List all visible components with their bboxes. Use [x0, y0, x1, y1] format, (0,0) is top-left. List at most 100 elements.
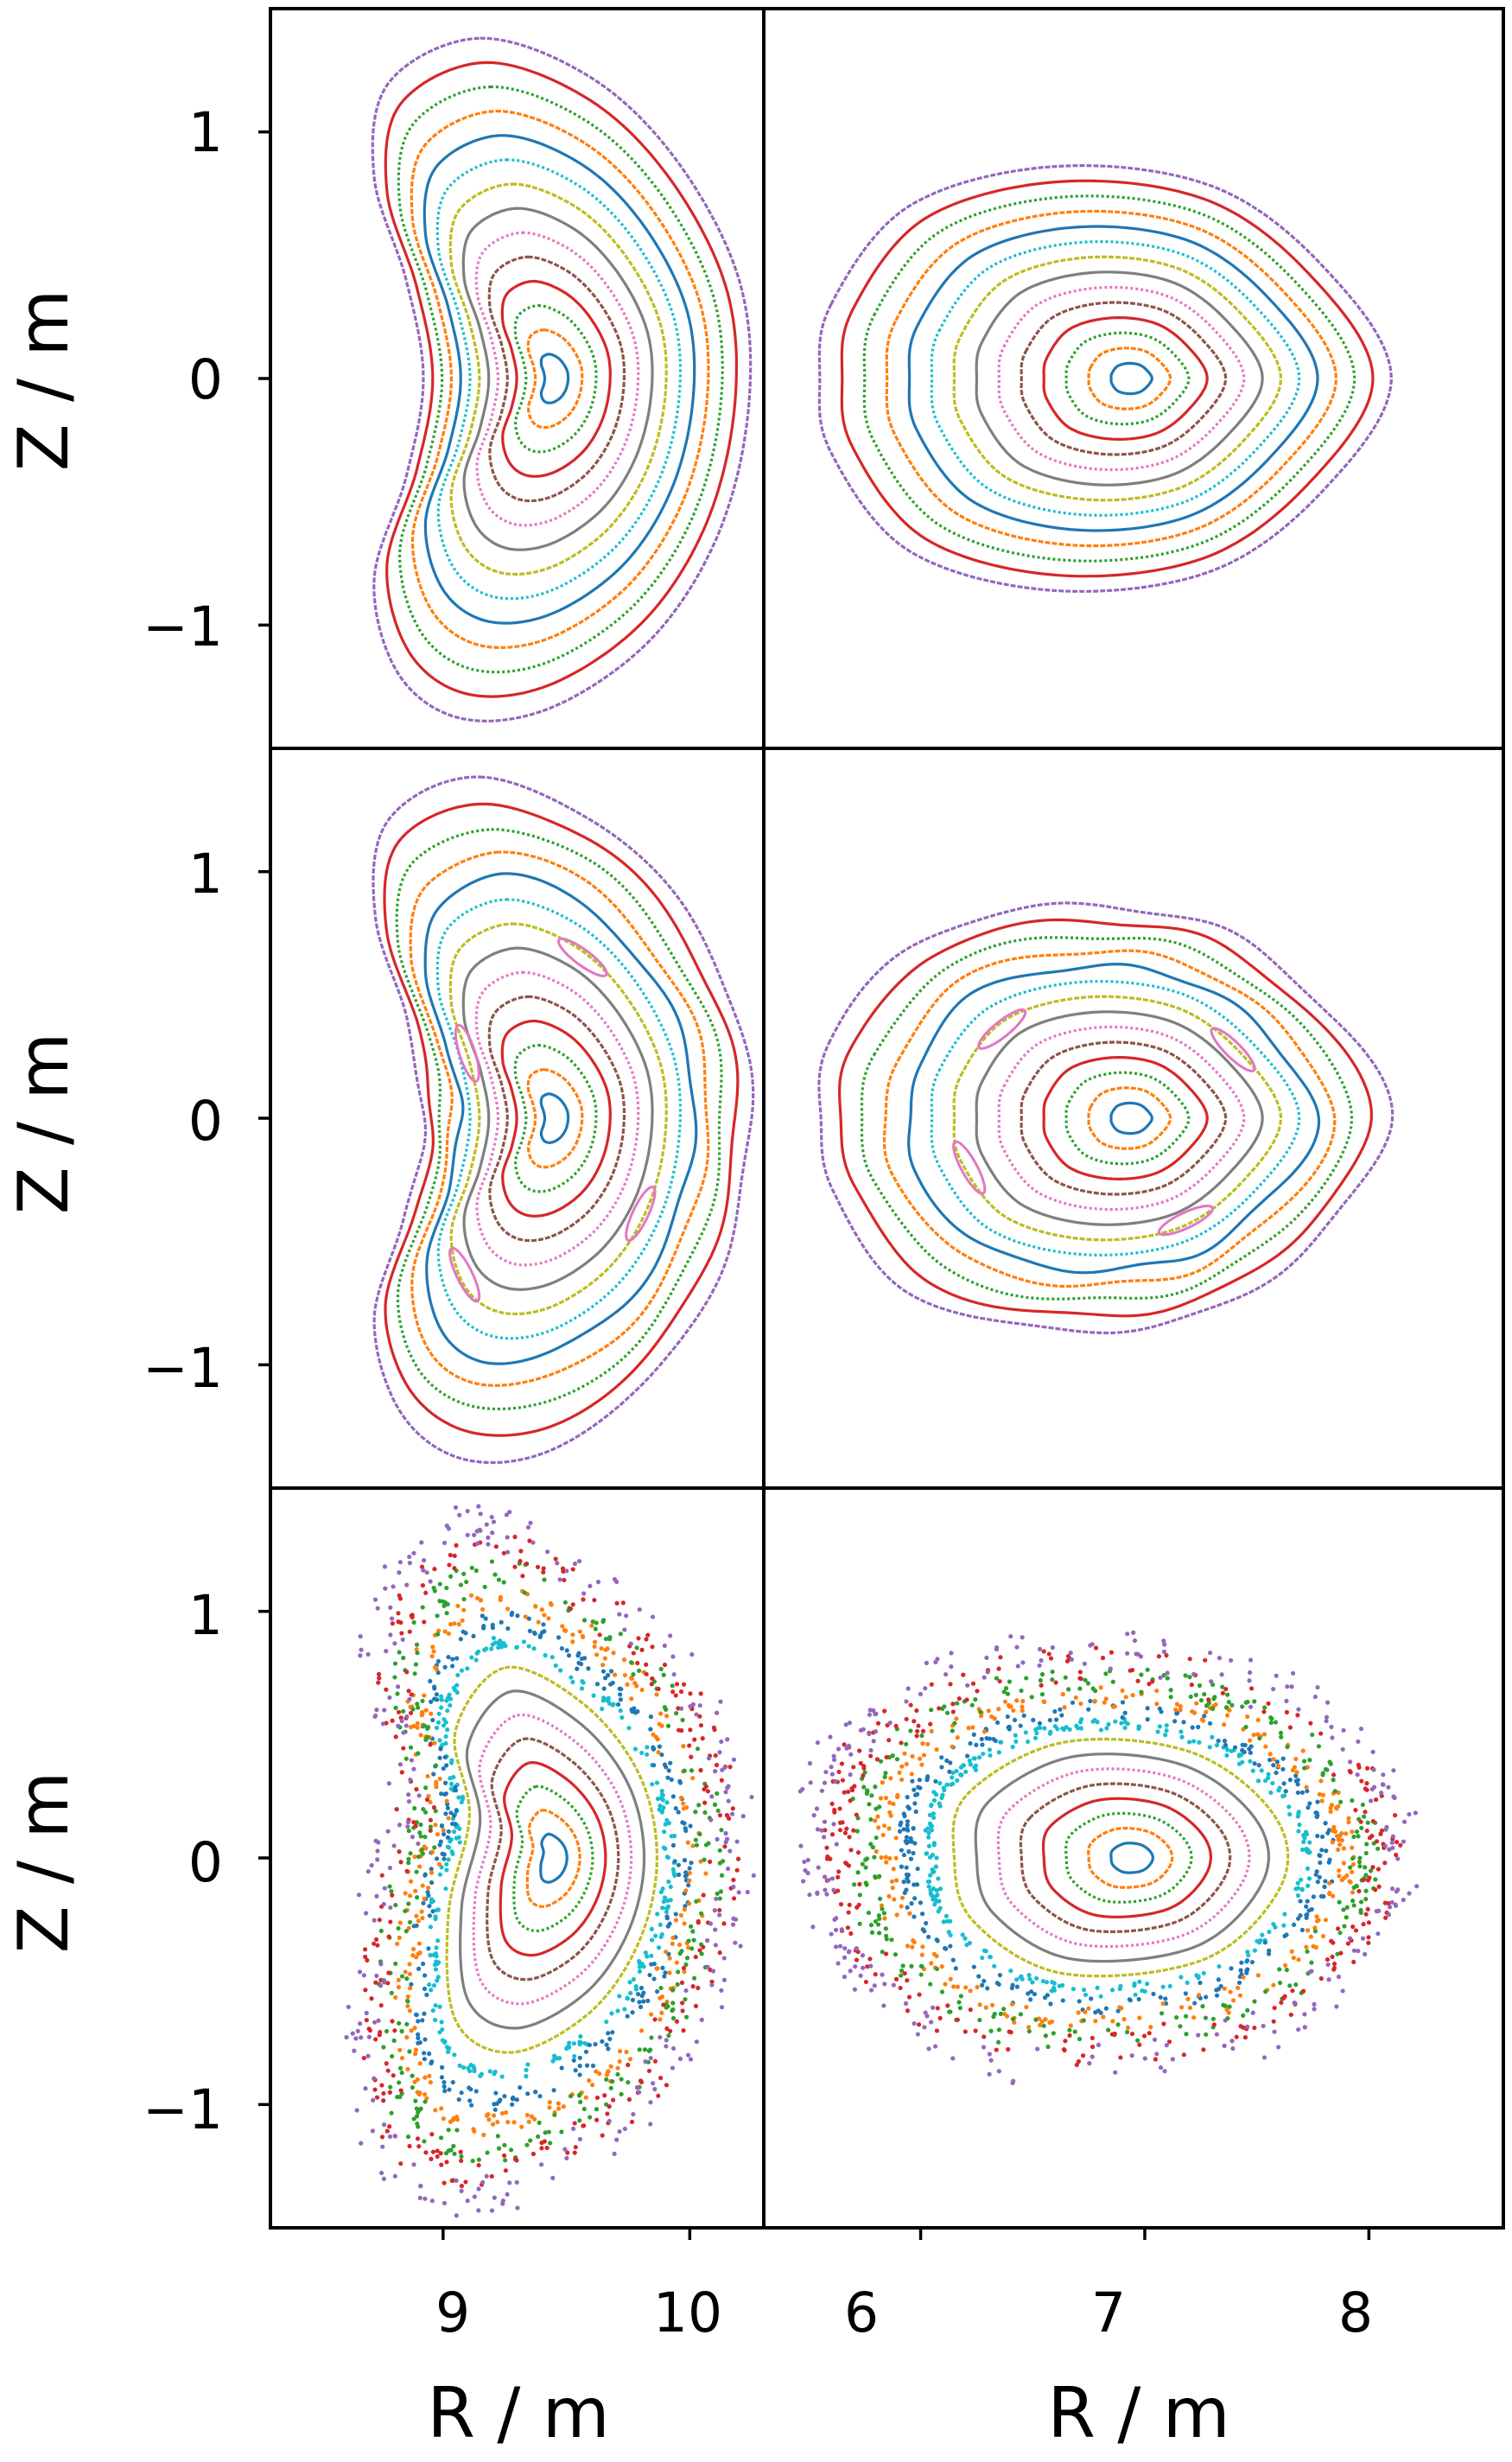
poincare-point — [831, 1757, 837, 1762]
poincare-point — [1014, 1984, 1020, 1989]
poincare-point — [603, 1636, 609, 1642]
poincare-point — [1262, 1940, 1267, 1945]
poincare-point — [880, 1832, 886, 1838]
poincare-point — [1293, 1756, 1299, 1762]
poincare-point — [659, 1810, 664, 1815]
poincare-point — [444, 1585, 449, 1591]
poincare-point — [1250, 2010, 1255, 2015]
poincare-point — [444, 1698, 449, 1703]
poincare-point — [439, 2162, 444, 2167]
poincare-point — [500, 2198, 505, 2204]
flux-surface — [539, 353, 570, 404]
poincare-point — [637, 1961, 642, 1966]
poincare-point — [702, 1786, 707, 1792]
poincare-point — [1329, 1803, 1335, 1808]
poincare-point — [949, 1664, 954, 1670]
poincare-point — [893, 1976, 899, 1982]
poincare-point — [1281, 1793, 1287, 1798]
poincare-point — [961, 1672, 966, 1677]
poincare-point — [857, 1921, 862, 1926]
poincare-point — [660, 1905, 665, 1911]
poincare-point — [622, 2007, 627, 2012]
poincare-point — [437, 2030, 442, 2035]
poincare-point — [880, 1972, 885, 1977]
poincare-point — [524, 2074, 529, 2079]
panel-r2-c1 — [258, 747, 766, 1490]
poincare-point — [373, 1937, 379, 1943]
poincare-point — [1389, 1840, 1394, 1845]
poincare-point — [843, 1722, 848, 1727]
poincare-point — [428, 1678, 433, 1683]
poincare-point — [1350, 1924, 1356, 1930]
poincare-point — [683, 1870, 689, 1875]
poincare-point — [1274, 1673, 1279, 1678]
poincare-point — [948, 1944, 953, 1949]
poincare-point — [434, 1725, 440, 1731]
poincare-point — [456, 2096, 461, 2103]
poincare-point — [355, 2028, 360, 2033]
poincare-point — [446, 1829, 451, 1835]
poincare-point — [1351, 1903, 1356, 1908]
poincare-point — [1364, 1828, 1369, 1834]
poincare-point — [532, 1631, 537, 1637]
poincare-point — [1360, 1936, 1366, 1941]
poincare-point — [1039, 1657, 1044, 1663]
poincare-point — [933, 1792, 939, 1797]
poincare-point — [541, 1622, 546, 1627]
poincare-point — [1331, 1961, 1337, 1967]
poincare-point — [581, 1597, 586, 1602]
poincare-point — [910, 1753, 915, 1759]
poincare-point — [398, 2161, 403, 2166]
poincare-point — [935, 1657, 940, 1662]
poincare-point — [1320, 1933, 1326, 1939]
poincare-point — [1090, 2054, 1095, 2059]
poincare-point — [1090, 2045, 1096, 2050]
poincare-point — [419, 1847, 424, 1853]
poincare-point — [645, 1745, 650, 1750]
poincare-point — [423, 2150, 429, 2155]
poincare-point — [738, 1944, 743, 1949]
poincare-point — [1295, 1893, 1301, 1899]
flux-surface — [526, 328, 584, 429]
poincare-point — [447, 2087, 452, 2092]
poincare-point — [387, 1884, 392, 1889]
poincare-point — [1087, 2061, 1092, 2066]
poincare-point — [441, 1828, 446, 1833]
poincare-point — [1319, 1848, 1325, 1853]
poincare-point — [530, 1540, 536, 1545]
flux-surface — [435, 158, 683, 601]
poincare-point — [525, 2091, 530, 2096]
poincare-point — [469, 2103, 474, 2108]
poincare-point — [457, 1826, 462, 1831]
poincare-point — [460, 1794, 466, 1799]
poincare-point — [924, 1851, 930, 1856]
poincare-point — [425, 1773, 430, 1779]
poincare-point — [417, 1864, 422, 1869]
poincare-point — [1093, 2019, 1098, 2024]
poincare-point — [924, 1660, 930, 1665]
poincare-point — [863, 1979, 869, 1985]
poincare-point — [678, 1689, 684, 1695]
poincare-point — [894, 1912, 899, 1918]
poincare-point — [1041, 1699, 1046, 1704]
poincare-point — [722, 1844, 727, 1849]
poincare-point — [1138, 1654, 1144, 1659]
poincare-point — [403, 1756, 409, 1761]
poincare-point — [1255, 1973, 1261, 1978]
poincare-point — [416, 1941, 422, 1946]
poincare-point — [1020, 1708, 1025, 1714]
poincare-point — [397, 1570, 402, 1575]
poincare-point — [1294, 1770, 1299, 1775]
poincare-point — [1335, 1834, 1340, 1839]
poincare-point — [1210, 1706, 1216, 1711]
poincare-point — [1015, 1664, 1020, 1669]
poincare-point — [394, 1807, 399, 1812]
poincare-point — [390, 1621, 396, 1626]
poincare-point — [1364, 1787, 1369, 1792]
poincare-point — [397, 1762, 403, 1767]
poincare-point — [848, 1752, 854, 1757]
poincare-point — [954, 1716, 959, 1721]
poincare-point — [1242, 1749, 1247, 1755]
poincare-point — [944, 1918, 950, 1924]
poincare-point — [980, 1742, 985, 1747]
